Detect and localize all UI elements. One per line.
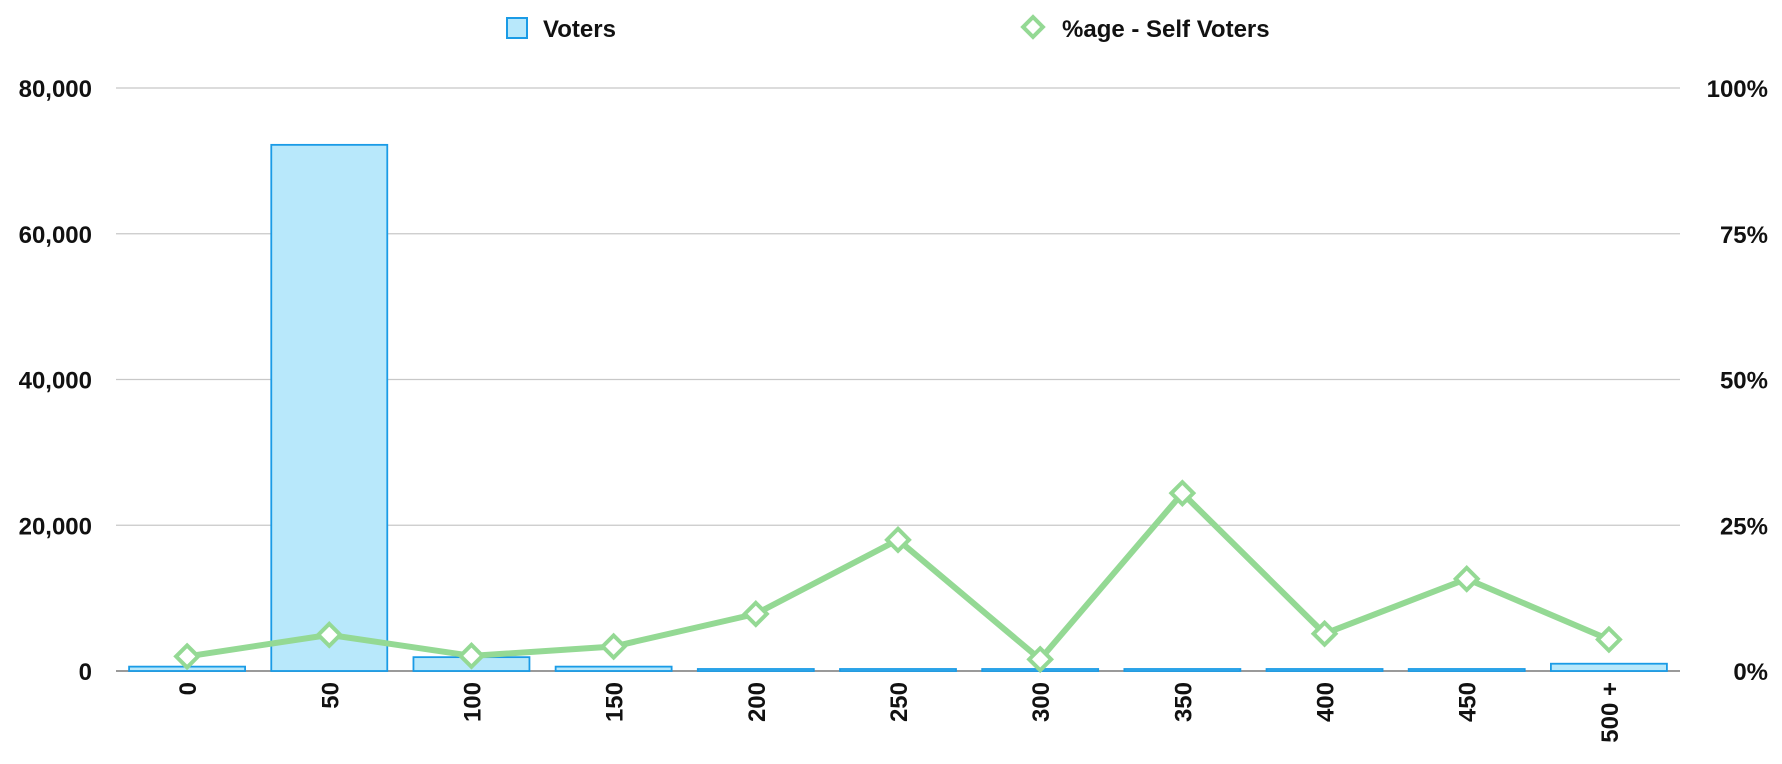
bar-voters (839, 668, 957, 672)
bar-voters (696, 668, 815, 672)
x-tick-label: 200 (744, 682, 771, 722)
legend-swatch-self-voters (1020, 14, 1046, 40)
y-left-tick-label: 80,000 (19, 76, 92, 103)
x-tick-label: 300 (1028, 682, 1055, 722)
point-self-voters (1595, 625, 1623, 654)
y-right-tick-label: 75% (1720, 222, 1768, 249)
point-self-voters (1168, 479, 1197, 508)
x-tick-label: 350 (1170, 682, 1197, 722)
legend-swatch-voters (506, 17, 528, 39)
bar-voters (1407, 668, 1526, 672)
point-self-voters (599, 632, 628, 661)
y-right-tick-label: 25% (1720, 513, 1768, 540)
x-tick-label: 450 (1455, 682, 1482, 722)
point-self-voters (457, 642, 486, 670)
bar-voters (1123, 668, 1242, 672)
x-tick-label: 400 (1313, 682, 1340, 722)
bar-voters (1550, 662, 1668, 672)
y-axis-right: 0% 25% 50% 75% 100% (1707, 76, 1768, 686)
y-right-tick-label: 50% (1720, 368, 1768, 395)
bar-voters (1265, 668, 1384, 672)
markers-self-voters (173, 479, 1623, 674)
point-self-voters (884, 525, 912, 554)
y-right-tick-label: 100% (1707, 76, 1768, 103)
point-self-voters (741, 600, 770, 628)
line-self-voters (184, 490, 1612, 663)
point-self-voters (1026, 645, 1055, 674)
bar-voters (554, 665, 673, 672)
x-tick-label: 50 (317, 682, 344, 709)
legend: Voters %age - Self Voters (506, 14, 1270, 43)
y-axis-left: 0 20,000 40,000 60,000 80,000 (19, 76, 92, 686)
point-self-voters (1452, 565, 1481, 593)
point-self-voters (315, 621, 344, 649)
bar-voters (270, 143, 389, 672)
x-axis: 0 50 100 150 200 250 300 350 400 450 500 + (175, 682, 1624, 743)
x-tick-label: 250 (886, 682, 913, 722)
legend-label-voters: Voters (543, 16, 616, 43)
y-right-tick-label: 0% (1733, 659, 1768, 686)
y-left-tick-label: 40,000 (19, 368, 92, 395)
point-self-voters (173, 642, 201, 671)
point-self-voters (1310, 619, 1339, 648)
line-series-self-voters (184, 490, 1612, 663)
y-left-tick-label: 0 (79, 659, 92, 686)
legend-label-self-voters: %age - Self Voters (1062, 16, 1270, 43)
y-left-tick-label: 20,000 (19, 513, 92, 540)
x-tick-label: 0 (175, 682, 202, 695)
x-tick-label: 150 (602, 682, 629, 722)
x-tick-label: 500 + (1597, 682, 1624, 743)
x-tick-label: 100 (459, 682, 486, 722)
y-left-tick-label: 60,000 (19, 222, 92, 249)
